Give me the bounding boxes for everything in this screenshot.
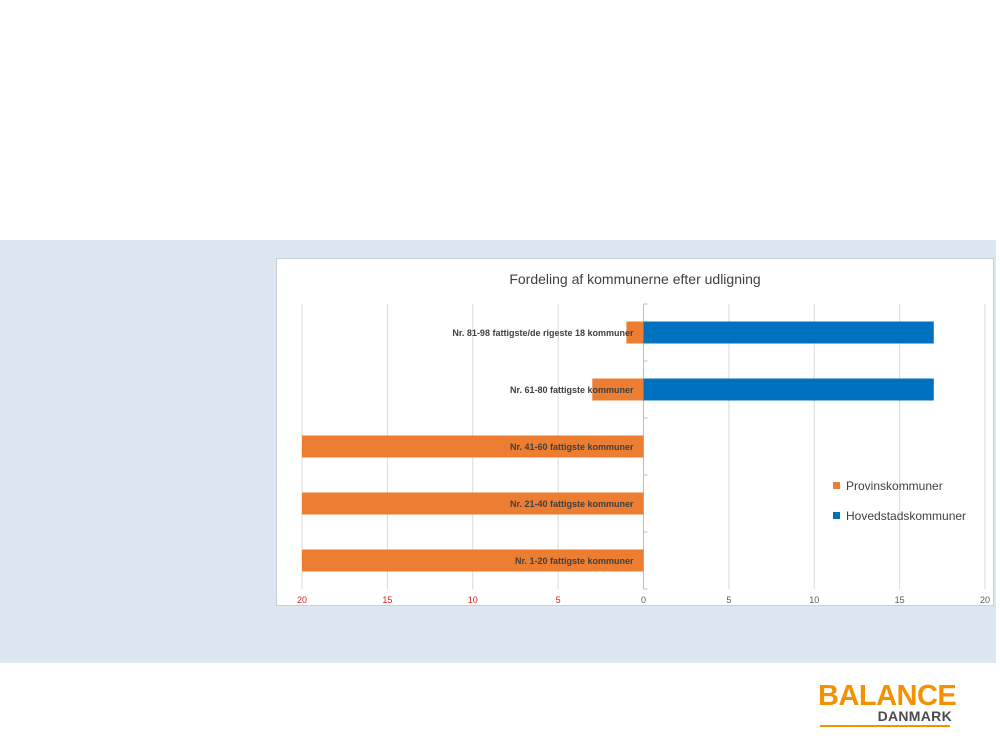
chart-container: Nr. 81-98 fattigste/de rigeste 18 kommun… [276, 258, 994, 606]
logo-underline [820, 725, 950, 727]
legend-item-hovedstad[interactable]: Hovedstadskommuner [833, 508, 966, 523]
bar-provins [302, 492, 644, 515]
bar-hovedstad [643, 321, 934, 344]
logo-main-text: BALANCE [818, 680, 957, 712]
logo-sub-text: DANMARK [877, 708, 952, 724]
bar-provins [626, 321, 644, 344]
x-tick-label: 0 [641, 595, 646, 605]
x-tick-label: 20 [297, 595, 307, 605]
category-label: Nr. 1-20 fattigste kommuner [515, 556, 634, 566]
chart-plot: Nr. 81-98 fattigste/de rigeste 18 kommun… [297, 303, 990, 605]
category-label: Nr. 81-98 fattigste/de rigeste 18 kommun… [452, 328, 634, 338]
x-tick-label: 20 [980, 595, 990, 605]
x-tick-label: 15 [895, 595, 905, 605]
category-label: Nr. 21-40 fattigste kommuner [510, 499, 634, 509]
balance-danmark-logo: BALANCE DANMARK [816, 680, 957, 728]
x-tick-label: 5 [726, 595, 731, 605]
x-tick-label: 10 [468, 595, 478, 605]
legend-label-hovedstad: Hovedstadskommuner [846, 508, 967, 523]
chart-title: Fordeling af kommunerne efter udligning [509, 271, 761, 287]
category-label: Nr. 41-60 fattigste kommuner [510, 442, 634, 452]
chart-legend: Provinskommuner Hovedstadskommuner [833, 478, 966, 538]
x-tick-label: 15 [382, 595, 392, 605]
legend-swatch-provins [833, 482, 840, 489]
bar-provins [302, 435, 644, 458]
x-tick-label: 5 [556, 595, 561, 605]
category-label: Nr. 61-80 fattigste kommuner [510, 385, 634, 395]
legend-swatch-hovedstad [833, 512, 840, 519]
legend-label-provins: Provinskommuner [846, 478, 943, 493]
bar-provins [592, 378, 644, 401]
bar-hovedstad [643, 378, 934, 401]
x-tick-label: 10 [809, 595, 819, 605]
bar-provins [302, 549, 644, 572]
legend-item-provins[interactable]: Provinskommuner [833, 478, 966, 493]
